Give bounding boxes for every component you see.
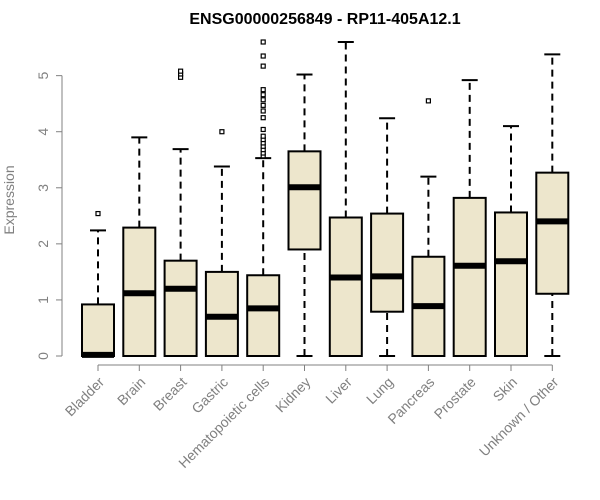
box-series <box>81 39 570 358</box>
iqr-box <box>535 171 570 295</box>
x-tick-label: Lung <box>363 374 396 407</box>
x-tick-label: Breast <box>150 374 190 414</box>
iqr-box <box>246 274 281 357</box>
y-tick-label: 3 <box>35 184 51 192</box>
x-tick-label: Prostate <box>431 374 479 422</box>
y-axis: 0 1 2 3 4 5 <box>35 72 63 360</box>
iqr-box <box>328 216 363 357</box>
x-tick-label: Skin <box>490 374 521 405</box>
outlier-point <box>260 126 266 133</box>
iqr-box <box>452 196 487 357</box>
iqr-box <box>370 212 405 313</box>
outlier-point <box>260 87 266 93</box>
outlier-point <box>260 133 266 139</box>
outlier-point <box>260 63 266 69</box>
box-skin <box>494 125 528 357</box>
outlier-point <box>425 98 431 104</box>
x-tick-label: Bladder <box>62 374 108 420</box>
outlier-point <box>260 108 266 114</box>
box-brain <box>122 136 157 357</box>
outlier-point <box>260 97 266 103</box>
box-kidney <box>287 73 322 357</box>
outlier-point <box>260 39 266 45</box>
outlier-point <box>260 53 266 59</box>
x-tick-label: Brain <box>114 374 148 408</box>
box-liver <box>328 41 363 357</box>
outlier-point <box>260 102 266 108</box>
y-tick-label: 2 <box>35 240 51 248</box>
box-prostate <box>452 79 487 357</box>
outlier-point <box>260 115 266 121</box>
box-lung <box>370 117 405 357</box>
box-breast <box>163 68 198 357</box>
x-tick-label: Liver <box>322 374 355 407</box>
y-axis-label: Expression <box>1 165 17 234</box>
y-tick-label: 4 <box>35 128 51 136</box>
chart-title: ENSG00000256849 - RP11-405A12.1 <box>189 11 460 28</box>
outlier-point <box>219 129 225 135</box>
outlier-point <box>95 210 101 217</box>
box-hematopoietic-cells <box>246 39 281 357</box>
iqr-box <box>287 150 322 251</box>
box-unknown-other <box>535 53 570 357</box>
outlier-point <box>260 92 266 98</box>
x-tick-label: Kidney <box>272 374 314 416</box>
box-pancreas <box>411 98 446 357</box>
outlier-point <box>178 68 184 74</box>
y-tick-label: 0 <box>35 352 51 360</box>
iqr-box <box>494 211 528 357</box>
iqr-box <box>81 303 115 357</box>
iqr-box <box>163 259 198 357</box>
box-bladder <box>81 210 115 358</box>
box-gastric <box>204 129 239 357</box>
y-tick-label: 5 <box>35 72 51 80</box>
y-tick-label: 1 <box>35 296 51 304</box>
